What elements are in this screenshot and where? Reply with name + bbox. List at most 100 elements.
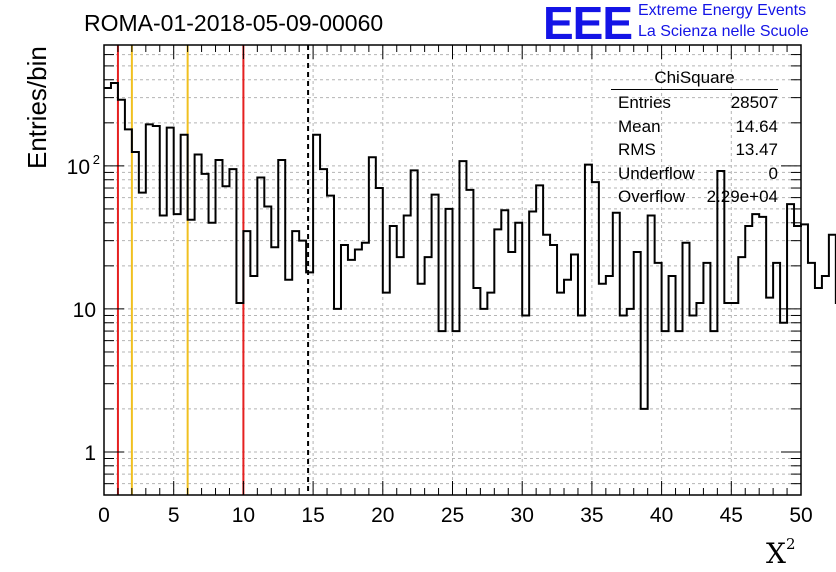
histogram-bin [348,260,355,495]
stats-title: ChiSquare [611,68,778,90]
histogram-bin [738,257,745,495]
x-tick-label: 45 [720,504,743,527]
histogram-bin [446,209,453,495]
histogram-bin [334,309,341,495]
histogram-bin [543,235,550,495]
histogram-bin [780,323,787,495]
histogram-bin [466,190,473,495]
histogram-bin [104,88,111,495]
histogram-bin [752,214,759,495]
histogram-bin [209,223,216,495]
histogram-bin [299,241,306,495]
histogram-bin [432,195,439,495]
histogram-bin [362,243,369,495]
stats-label: Overflow [618,187,686,206]
logo-text-line1: Extreme Energy Events [638,2,807,19]
histogram-bin [529,211,536,495]
histogram-bin [696,303,703,495]
x-tick-label: 15 [301,504,324,527]
histogram-bin [648,215,655,495]
histogram-bin [425,257,432,495]
histogram-bin [411,170,418,495]
histogram-bin [453,331,460,495]
histogram-bin [745,226,752,495]
histogram-bin [313,135,320,495]
histogram-bin [111,83,118,495]
histogram-bin [404,215,411,495]
histogram-bin [355,250,362,495]
histogram-bin [139,193,146,495]
histogram-bin [557,293,564,495]
histogram-bin [641,409,648,495]
x-tick-label: 20 [371,504,394,527]
histogram-bin [508,252,515,495]
histogram-bin [216,160,223,495]
histogram-bin [613,213,620,495]
histogram-bin [606,276,613,495]
histogram-bin [236,303,243,495]
histogram-bin [250,276,257,495]
histogram-bin [501,210,508,495]
stats-row: RMS 13.47 [611,138,778,162]
histogram-bin [369,157,376,495]
stats-row: Underflow 0 [611,162,778,186]
histogram-bin [118,100,125,495]
histogram-bin [724,303,731,495]
histogram-bin [167,128,174,495]
histogram-bin [264,206,271,495]
histogram-bin [487,293,494,495]
histogram-bin [202,174,209,495]
histogram-bin [229,169,236,495]
histogram-bin [801,224,808,495]
y-axis-label: Entries/bin [22,46,52,169]
x-tick-label: 10 [232,504,255,527]
stats-row: Overflow 2.29e+04 [611,185,778,209]
stats-value: 13.47 [735,140,778,159]
x-axis-label: X2 [766,535,795,570]
histogram-bin [550,245,557,495]
stats-label: Entries [618,93,671,112]
histogram-bin [815,288,822,495]
stats-row: Entries 28507 [611,91,778,115]
x-tick-label: 50 [789,504,812,527]
histogram-bin [285,280,292,495]
stats-value: 14.64 [735,116,778,136]
eee-logo: EEE [543,0,633,49]
chart-title: ROMA-01-2018-05-09-00060 [84,10,384,36]
stats-label: Mean [618,116,661,136]
stats-value: 28507 [730,93,778,112]
histogram-bin [327,196,334,495]
histogram-bin [689,315,696,495]
histogram-bin [188,220,195,495]
histogram-bin [125,129,132,495]
histogram-outline [104,81,836,410]
histogram-bin [717,171,724,495]
x-axis-label-superscript: 2 [785,535,796,553]
stats-label: RMS [618,140,656,159]
histogram-bin [808,263,815,495]
x-tick-label: 30 [511,504,534,527]
histogram-bin [306,272,313,495]
histogram-bin [703,263,710,495]
histogram-bin [683,243,690,495]
histogram-bin [160,215,167,495]
histogram-bin [383,293,390,495]
histogram-bin [522,315,529,495]
histogram-bin [494,229,501,495]
stats-value: 2.29e+04 [706,187,778,206]
histogram-bin [390,226,397,495]
histogram-bin [634,252,641,495]
x-tick-label: 40 [650,504,673,527]
histogram-bin [222,186,229,495]
y-tick-label: 10 [67,156,90,179]
y-tick-label-superscript: 2 [93,152,100,167]
histogram-bin [536,185,543,495]
histogram-bin [397,257,404,495]
histogram-bin [662,331,669,495]
histogram-bin [822,276,829,495]
stats-label: Underflow [618,163,695,183]
histogram-bin [320,169,327,495]
y-tick-label: 10 [73,299,96,322]
x-tick-label: 35 [580,504,603,527]
